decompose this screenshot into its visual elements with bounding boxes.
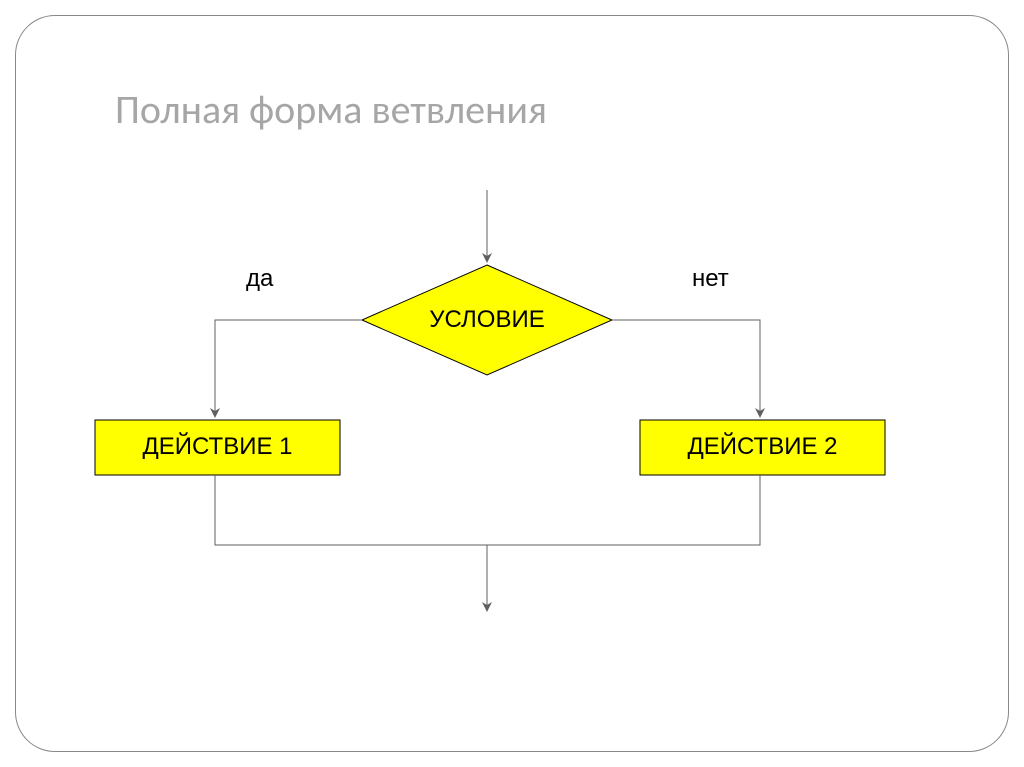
edge-no: [612, 320, 760, 416]
edge-merge-right: [487, 475, 760, 545]
action1-label: ДЕЙСТВИЕ 1: [95, 433, 340, 461]
action2-label: ДЕЙСТВИЕ 2: [640, 433, 885, 461]
no-label: нет: [692, 265, 729, 293]
edge-merge-left: [215, 475, 487, 545]
edge-yes: [215, 320, 362, 416]
flowchart-svg: [0, 0, 1024, 767]
yes-label: да: [246, 265, 273, 293]
decision-label: УСЛОВИЕ: [362, 306, 612, 334]
